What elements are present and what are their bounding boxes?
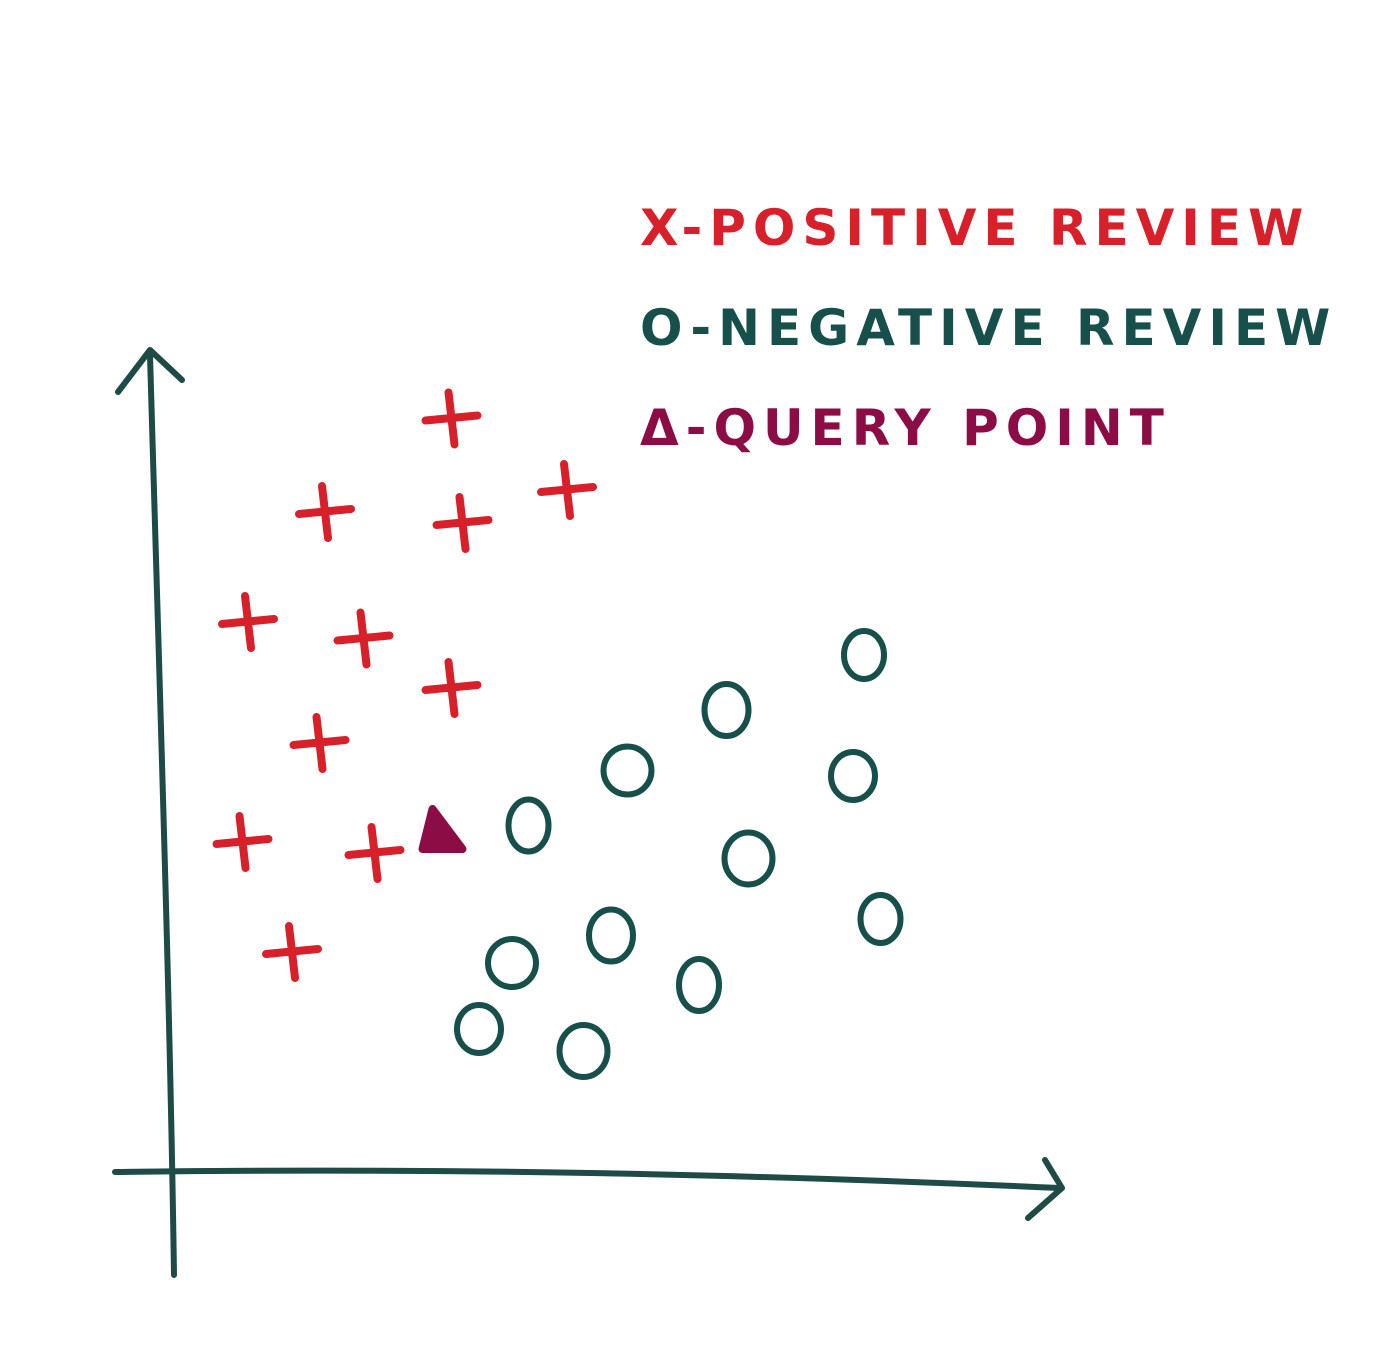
positive-point-6	[333, 608, 394, 669]
positive-point-1	[421, 388, 482, 449]
legend-entry-negative: O-NEGATIVE REVIEW	[640, 299, 1337, 357]
positive-point-2	[295, 482, 355, 542]
negative-point-7	[857, 892, 904, 946]
positive-point-3	[432, 493, 493, 553]
legend-entry-query: Δ-QUERY POINT	[640, 399, 1171, 457]
positive-point-11	[262, 922, 322, 982]
query-series	[418, 805, 467, 853]
negative-point-10	[676, 956, 722, 1014]
negative-point-1	[841, 628, 887, 682]
negative-point-3	[600, 743, 655, 798]
positive-point-5	[218, 592, 278, 652]
negative-point-8	[586, 906, 636, 965]
negative-point-6	[721, 829, 776, 888]
negative-point-2	[701, 681, 752, 739]
axes	[112, 347, 1065, 1278]
x-axis-arrowhead	[1025, 1157, 1065, 1221]
y-axis-line	[147, 352, 177, 1278]
negative-series	[454, 628, 904, 1080]
negative-point-9	[485, 936, 539, 990]
legend-entry-positive: X-POSITIVE REVIEW	[640, 199, 1310, 257]
x-axis-line	[112, 1167, 1063, 1191]
negative-point-12	[556, 1022, 611, 1080]
y-axis-arrowhead	[115, 347, 185, 395]
negative-point-11	[454, 1002, 504, 1056]
positive-point-9	[212, 812, 273, 872]
query-point	[418, 805, 467, 853]
legend: X-POSITIVE REVIEW O-NEGATIVE REVIEW Δ-QUER…	[640, 199, 1337, 457]
positive-point-10	[344, 823, 405, 883]
positive-point-4	[537, 460, 597, 520]
negative-point-5	[828, 749, 878, 803]
positive-point-8	[289, 713, 350, 773]
positive-series	[212, 388, 597, 982]
positive-point-7	[421, 658, 482, 718]
negative-point-4	[505, 796, 552, 855]
data-marks	[212, 388, 904, 1080]
